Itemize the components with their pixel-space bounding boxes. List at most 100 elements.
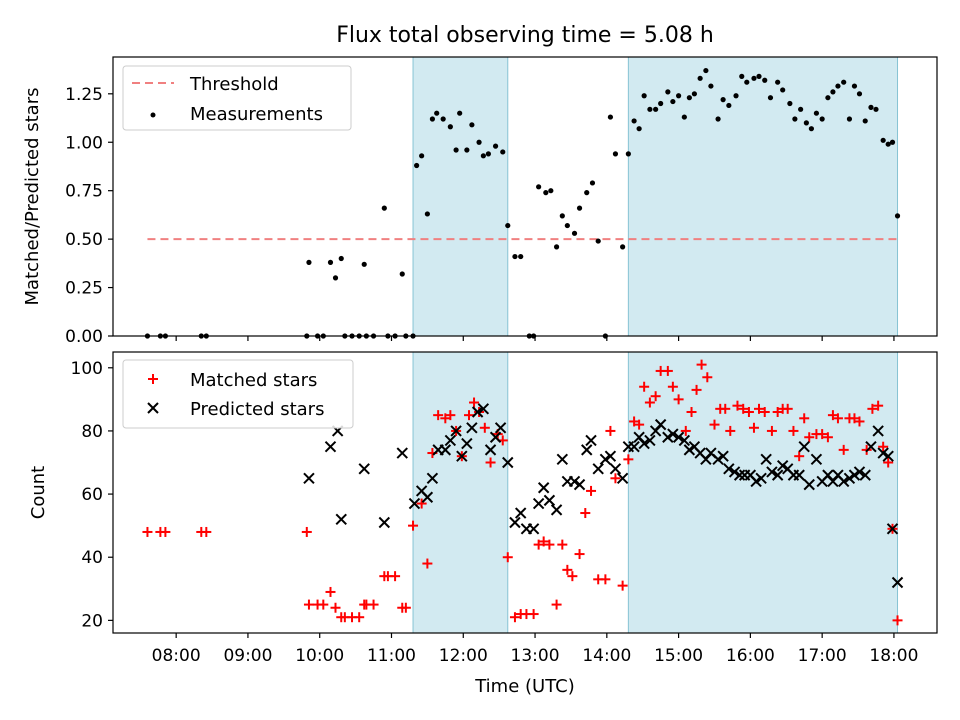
- predicted-point-b: [324, 441, 337, 453]
- measurement-point: [543, 190, 549, 196]
- predicted-point: [755, 472, 767, 484]
- measurement-point: [676, 93, 682, 99]
- predicted-point: [872, 425, 884, 437]
- matched-point: [822, 432, 833, 443]
- legend-matched-swatch: [148, 374, 158, 384]
- matched-point: [586, 485, 597, 496]
- shaded-interval-1: [627, 351, 899, 634]
- matched-point: [469, 397, 480, 408]
- matched-point: [639, 381, 650, 392]
- matched-point: [673, 394, 684, 405]
- predicted-point-b: [853, 466, 866, 478]
- matched-point: [433, 410, 444, 421]
- predicted-point: [853, 466, 866, 478]
- x-tick-label: 12:00: [439, 646, 488, 666]
- predicted-point: [502, 456, 514, 469]
- measurement-point: [720, 97, 726, 103]
- predicted-point-b: [750, 475, 762, 488]
- predicted-point: [324, 441, 337, 453]
- measurement-point: [512, 253, 518, 260]
- predicted-point: [358, 463, 370, 475]
- matched-point: [634, 419, 645, 430]
- predicted-point: [592, 463, 604, 475]
- predicted-point-b: [585, 434, 597, 447]
- matched-point: [667, 381, 678, 392]
- measurement-point: [607, 114, 614, 120]
- measurement-point: [868, 104, 874, 110]
- measurement-point: [686, 95, 692, 101]
- predicted-point-b: [484, 444, 497, 456]
- predicted-point: [396, 447, 408, 459]
- measurement-point: [306, 259, 312, 265]
- matched-point: [330, 602, 341, 613]
- y-tick-label: 80: [81, 422, 103, 442]
- predicted-point-b: [550, 504, 563, 516]
- predicted-point-b: [415, 485, 428, 497]
- predicted-point: [859, 469, 871, 481]
- top-legend-box: [122, 65, 352, 131]
- matched-point: [883, 457, 894, 468]
- measurement-point: [595, 238, 601, 244]
- predicted-point: [585, 434, 597, 447]
- predicted-point-b: [527, 523, 540, 535]
- predicted-point-b: [678, 434, 691, 447]
- predicted-point: [644, 434, 656, 447]
- matched-point: [629, 416, 640, 427]
- predicted-point: [712, 453, 724, 466]
- shaded-interval-0: [412, 351, 509, 634]
- matched-point: [696, 359, 707, 370]
- predicted-point-b: [843, 472, 856, 484]
- predicted-point: [604, 450, 617, 462]
- measurement-point: [485, 151, 491, 157]
- measurement-point: [589, 180, 596, 186]
- predicted-point: [444, 434, 457, 447]
- y-tick-label: 20: [81, 611, 103, 631]
- predicted-point: [638, 437, 650, 450]
- matched-point: [732, 400, 743, 411]
- measurement-point: [636, 126, 642, 132]
- measurement-point: [584, 190, 590, 196]
- predicted-point-b: [705, 447, 717, 459]
- predicted-point: [865, 441, 877, 453]
- measurement-point: [665, 89, 671, 95]
- measurement-point: [780, 87, 786, 93]
- predicted-point-b: [439, 444, 452, 456]
- predicted-point-b: [717, 450, 729, 462]
- predicted-point-b: [477, 403, 490, 415]
- predicted-point: [471, 406, 484, 418]
- predicted-point: [335, 513, 347, 526]
- y-tick-label: 1.00: [65, 133, 103, 153]
- predicted-point-b: [466, 422, 478, 434]
- predicted-point-b: [633, 431, 645, 443]
- predicted-point-b: [573, 478, 586, 491]
- measurement-point: [756, 73, 762, 79]
- measurement-point: [762, 77, 768, 83]
- measurement-point: [469, 122, 475, 128]
- predicted-point-b: [882, 450, 894, 462]
- matched-point: [562, 564, 573, 575]
- matched-point: [600, 574, 611, 585]
- predicted-point: [489, 431, 502, 443]
- matched-point: [318, 599, 329, 610]
- predicted-point-b: [408, 497, 421, 510]
- predicted-point-b: [581, 444, 593, 456]
- predicted-point-b: [532, 497, 545, 510]
- measurement-point: [480, 153, 486, 159]
- matched-point: [650, 391, 661, 402]
- matched-point: [662, 365, 673, 376]
- predicted-point: [760, 453, 772, 466]
- predicted-point: [426, 472, 439, 484]
- predicted-point-b: [891, 576, 904, 589]
- x-tick-label: 15:00: [654, 646, 703, 666]
- predicted-point: [733, 469, 746, 481]
- top-panel: 0.00 0.25 0.50 0.75 1.00 1.25 Matched/Predict…: [22, 56, 938, 347]
- predicted-point-b: [644, 434, 656, 447]
- x-tick-label: 14:00: [582, 646, 631, 666]
- matched-point: [849, 413, 860, 424]
- y-tick-label: 0.50: [65, 230, 103, 250]
- x-tick-label: 17:00: [798, 646, 847, 666]
- legend-matched-label: Matched stars: [190, 370, 317, 391]
- predicted-point-b: [723, 463, 735, 475]
- measurement-point: [332, 275, 339, 281]
- y-tick-label: 1.25: [65, 85, 103, 105]
